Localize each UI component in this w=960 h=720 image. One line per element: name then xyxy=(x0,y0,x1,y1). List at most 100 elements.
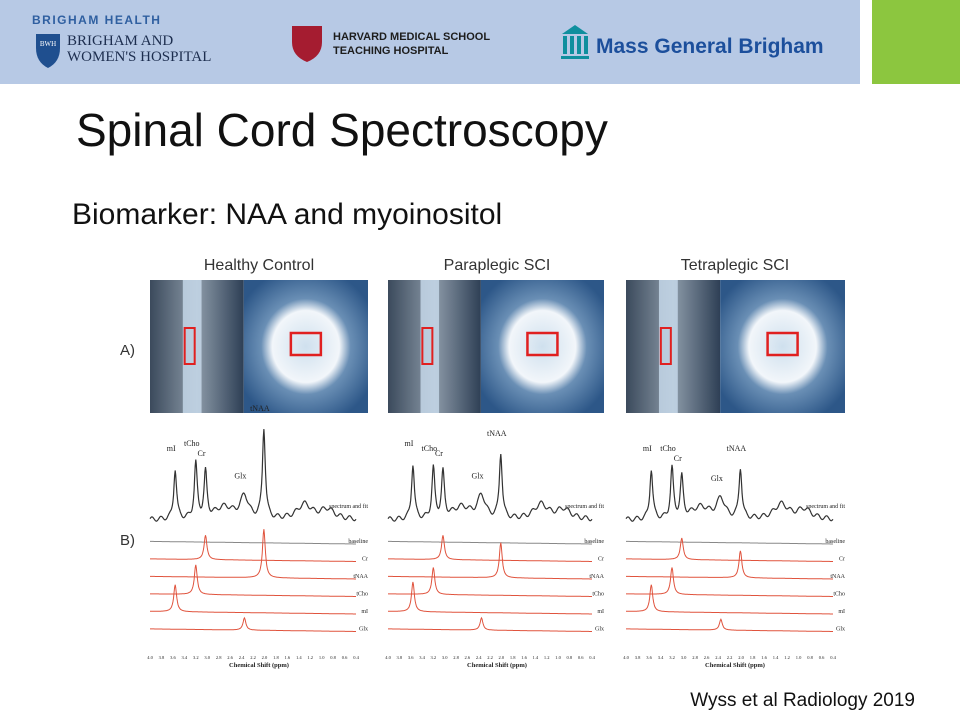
x-tick-label: 2.0 xyxy=(499,655,505,660)
fit-trace xyxy=(388,535,592,562)
trace-label: Glx xyxy=(359,627,368,633)
fit-trace xyxy=(388,616,592,632)
fit-trace xyxy=(626,540,833,545)
x-tick-label: 3.4 xyxy=(419,655,425,660)
voxel-box xyxy=(659,327,672,365)
axial-image xyxy=(720,280,845,413)
x-tick-label: 2.0 xyxy=(262,655,268,660)
trace-label: Glx xyxy=(836,627,845,633)
brigham-health: BRIGHAM HEALTH xyxy=(32,13,161,27)
x-tick-label: 3.6 xyxy=(408,655,414,660)
trace-label: baseline xyxy=(348,539,368,545)
fit-trace xyxy=(388,567,592,597)
cord-strip xyxy=(658,280,678,413)
fit-trace xyxy=(626,567,833,597)
bwh-shield xyxy=(36,34,60,68)
peak-label: tNAA xyxy=(250,404,270,413)
cord-strip xyxy=(420,280,440,413)
peak-label: tCho xyxy=(660,444,676,453)
peak-label: tNAA xyxy=(487,429,507,438)
trace-label: spectrum and fit xyxy=(329,503,368,510)
x-tick-label: 0.6 xyxy=(342,655,348,660)
x-tick-label: 1.4 xyxy=(296,655,302,660)
x-tick-label: 0.8 xyxy=(330,655,336,660)
trace-label: mI xyxy=(597,609,604,615)
x-tick-label: 3.2 xyxy=(669,655,675,660)
x-tick-label: 2.2 xyxy=(250,655,256,660)
x-tick-label: 1.0 xyxy=(555,655,561,660)
peak-label: tCho xyxy=(184,439,200,448)
voxel-box xyxy=(183,327,196,365)
x-axis-label: Chemical Shift (ppm) xyxy=(229,662,289,669)
voxel-box xyxy=(526,331,559,357)
x-tick-label: 1.0 xyxy=(319,655,325,660)
fit-trace xyxy=(150,564,356,597)
harvard-line: HARVARD MEDICAL SCHOOL xyxy=(333,31,490,43)
peak-label: tNAA xyxy=(727,444,747,453)
x-tick-label: 2.6 xyxy=(227,655,233,660)
x-tick-label: 0.8 xyxy=(807,655,813,660)
fit-trace xyxy=(388,540,592,545)
trace-label: Cr xyxy=(598,557,604,563)
trace-label: tNAA xyxy=(353,574,368,580)
x-tick-label: 3.0 xyxy=(204,655,210,660)
trace-label: tNAA xyxy=(589,574,604,580)
x-tick-label: 1.8 xyxy=(510,655,516,660)
x-tick-label: 0.4 xyxy=(353,655,359,660)
x-tick-label: 3.8 xyxy=(635,655,641,660)
trace-label: tNAA xyxy=(830,574,845,580)
trace-label: Glx xyxy=(595,627,604,633)
x-tick-label: 0.6 xyxy=(819,655,825,660)
x-tick-label: 2.4 xyxy=(715,655,721,660)
x-tick-label: 3.6 xyxy=(646,655,652,660)
fit-trace xyxy=(626,537,833,562)
x-tick-label: 2.4 xyxy=(239,655,245,660)
peak-label: Glx xyxy=(472,472,484,481)
x-tick-label: 1.2 xyxy=(784,655,790,660)
fit-trace xyxy=(150,584,356,615)
x-tick-label: 2.2 xyxy=(727,655,733,660)
x-tick-label: 1.6 xyxy=(285,655,291,660)
bwh-badge: BWH xyxy=(40,40,56,48)
x-tick-label: 1.0 xyxy=(796,655,802,660)
peak-label: mI xyxy=(404,439,413,448)
citation: Wyss et al Radiology 2019 xyxy=(690,690,915,711)
trace-label: spectrum and fit xyxy=(806,503,845,510)
x-tick-label: 4.0 xyxy=(385,655,391,660)
x-tick-label: 3.8 xyxy=(159,655,165,660)
x-tick-label: 1.4 xyxy=(773,655,779,660)
panel-title: Tetraplegic SCI xyxy=(681,257,790,274)
fit-trace xyxy=(626,618,833,632)
bwh-name: WOMEN'S HOSPITAL xyxy=(67,49,211,65)
trace-label: Cr xyxy=(839,557,845,563)
header-band xyxy=(0,0,860,84)
x-tick-label: 3.4 xyxy=(658,655,664,660)
cord-strip xyxy=(182,280,202,413)
x-tick-label: 1.2 xyxy=(544,655,550,660)
harvard-line: TEACHING HOSPITAL xyxy=(333,45,449,57)
voxel-box xyxy=(766,331,799,357)
x-tick-label: 1.2 xyxy=(307,655,313,660)
x-tick-label: 3.8 xyxy=(397,655,403,660)
trace-label: Cr xyxy=(362,557,368,563)
peak-label: Cr xyxy=(674,454,682,463)
x-tick-label: 2.8 xyxy=(453,655,459,660)
x-tick-label: 3.2 xyxy=(431,655,437,660)
slide-subtitle: Biomarker: NAA and myoinositol xyxy=(72,198,502,231)
axial-image xyxy=(243,280,368,413)
trace-label: mI xyxy=(838,609,845,615)
peak-label: tCho xyxy=(422,444,438,453)
x-tick-label: 1.6 xyxy=(761,655,767,660)
trace-label: tCho xyxy=(592,592,604,598)
x-axis-label: Chemical Shift (ppm) xyxy=(467,662,527,669)
x-tick-label: 2.2 xyxy=(487,655,493,660)
peak-label: Cr xyxy=(198,449,206,458)
spectrum xyxy=(149,429,357,522)
panel-title: Healthy Control xyxy=(204,257,314,274)
x-tick-label: 1.6 xyxy=(521,655,527,660)
x-tick-label: 3.2 xyxy=(193,655,199,660)
voxel-box xyxy=(289,331,323,357)
trace-label: tCho xyxy=(833,592,845,598)
bwh-name: BRIGHAM AND xyxy=(67,33,173,49)
x-tick-label: 2.8 xyxy=(692,655,698,660)
